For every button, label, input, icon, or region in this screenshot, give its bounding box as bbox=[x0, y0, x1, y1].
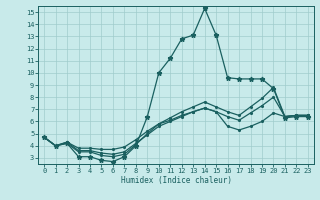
X-axis label: Humidex (Indice chaleur): Humidex (Indice chaleur) bbox=[121, 176, 231, 185]
